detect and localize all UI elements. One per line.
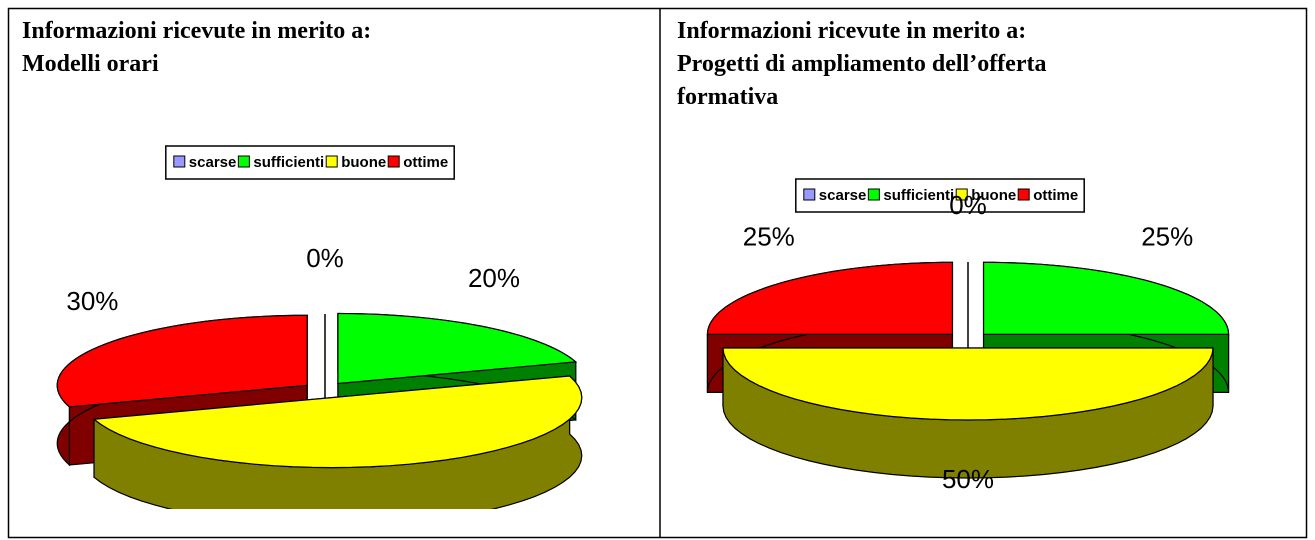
legend-swatch [867,188,880,201]
legend-label: ottime [403,154,448,171]
legend-label: ottime [1033,187,1078,204]
legend-box [165,145,455,180]
pie: 0% 25% 50% 25% [706,190,1230,494]
chart-title: Informazioni ricevute in merito a: [677,18,1026,44]
legend-swatch [1017,188,1030,201]
legend-swatch [955,188,968,201]
legend-swatch [173,155,186,168]
chart-title: Modelli orari [22,51,159,77]
legend-label: buone [341,154,386,171]
slice-top [982,261,1230,335]
data-label: 0% [949,190,987,220]
table-border [7,7,1308,539]
data-label: 20% [468,263,520,293]
slice-top [92,375,583,469]
chart-title: formativa [677,84,778,110]
slice-top [56,314,308,408]
legend-box [795,178,1085,213]
data-label: 0% [306,243,344,273]
slice-top [722,347,1214,421]
legend: scarse sufficienti buone ottime [795,178,1085,213]
legend-label: buone [971,187,1016,204]
data-label: 25% [1141,222,1193,252]
chart-title: Informazioni ricevute in merito a: [22,18,371,44]
legend-label: scarse [819,187,867,204]
slice-top [337,312,578,385]
legend-label: scarse [189,154,237,171]
legend-swatch [237,155,250,168]
data-label: 50% [942,464,994,494]
pie: 0% 20% 50% 30% [56,243,583,536]
chart-title: Progetti di ampliamento dell’offerta [677,51,1046,77]
legend-label: sufficienti [253,154,324,171]
legend-swatch [387,155,400,168]
data-label: 30% [66,286,118,316]
legend: scarse sufficienti buone ottime [165,145,455,180]
legend-label: sufficienti [883,187,954,204]
legend-swatch [325,155,338,168]
data-label: 25% [743,222,795,252]
slice-top [706,261,954,335]
data-label: 50% [388,506,440,536]
legend-swatch [803,188,816,201]
